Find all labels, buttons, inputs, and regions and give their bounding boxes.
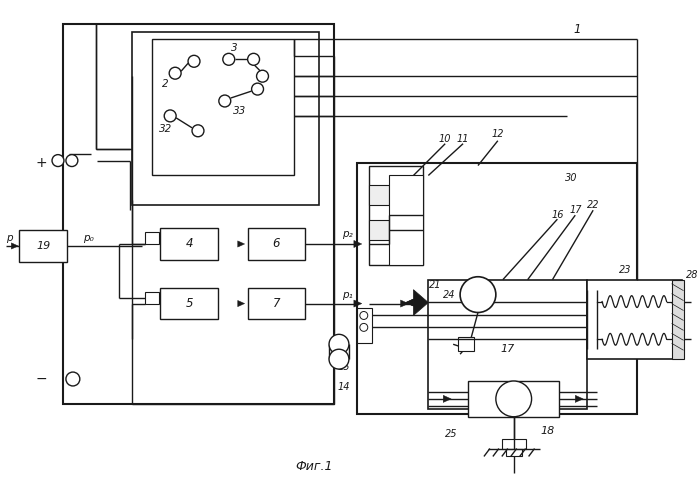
Circle shape (252, 83, 264, 95)
Text: 10: 10 (439, 134, 452, 144)
Bar (247, 228, 305, 260)
Bar (369, 185, 389, 205)
Bar (502, 439, 526, 449)
Text: 12: 12 (491, 129, 504, 139)
Bar (357, 163, 637, 414)
Text: 6: 6 (273, 238, 280, 251)
Text: −: − (35, 372, 47, 386)
Polygon shape (238, 300, 245, 307)
Polygon shape (238, 241, 245, 247)
Text: 25: 25 (445, 428, 457, 439)
Bar (160, 228, 218, 260)
Bar (587, 280, 682, 359)
Text: 11: 11 (457, 134, 469, 144)
Text: 21: 21 (429, 280, 442, 290)
Circle shape (360, 312, 368, 319)
Bar (20, 230, 67, 262)
Polygon shape (413, 290, 428, 315)
Circle shape (496, 381, 532, 417)
Circle shape (504, 389, 524, 409)
Polygon shape (354, 241, 362, 248)
Polygon shape (405, 299, 413, 306)
Bar (369, 166, 424, 265)
Text: 23: 23 (619, 265, 631, 275)
Text: 32: 32 (159, 124, 172, 134)
Text: 28: 28 (686, 270, 699, 280)
Circle shape (188, 56, 200, 67)
Bar (357, 308, 372, 343)
Bar (63, 24, 334, 404)
Circle shape (192, 125, 204, 137)
Text: 14: 14 (338, 382, 350, 392)
Text: 17: 17 (500, 344, 515, 354)
Text: p: p (6, 233, 13, 243)
Circle shape (460, 277, 496, 313)
Bar (160, 288, 218, 319)
Circle shape (66, 372, 80, 386)
Bar (468, 381, 559, 417)
Bar (506, 449, 521, 456)
Polygon shape (354, 300, 362, 307)
Circle shape (164, 110, 176, 122)
Text: 30: 30 (565, 173, 577, 184)
Circle shape (219, 95, 231, 107)
Circle shape (169, 67, 181, 79)
Text: p₂: p₂ (342, 229, 352, 239)
Circle shape (247, 53, 259, 65)
Circle shape (52, 155, 64, 167)
Text: 1: 1 (573, 23, 581, 36)
Text: 2: 2 (162, 79, 168, 89)
Text: +: + (35, 156, 47, 170)
Text: 22: 22 (587, 200, 600, 210)
Bar (369, 220, 389, 240)
Text: 18: 18 (540, 426, 554, 436)
Text: 3: 3 (231, 43, 238, 54)
Polygon shape (401, 300, 408, 307)
Bar (152, 40, 294, 175)
Circle shape (223, 53, 235, 65)
Circle shape (329, 334, 349, 354)
Text: 16: 16 (551, 210, 563, 220)
Text: 17: 17 (569, 205, 582, 215)
Polygon shape (11, 243, 18, 249)
Bar (389, 175, 424, 265)
Polygon shape (443, 395, 451, 402)
Text: 24: 24 (443, 290, 456, 299)
Circle shape (360, 324, 368, 331)
Bar (145, 292, 159, 303)
Polygon shape (405, 299, 413, 306)
Text: 33: 33 (233, 106, 246, 116)
Bar (145, 232, 159, 244)
Polygon shape (575, 395, 583, 402)
Circle shape (66, 155, 78, 167)
Text: 7: 7 (273, 297, 280, 310)
Text: 5: 5 (185, 297, 193, 310)
Circle shape (329, 349, 349, 369)
Text: p₁: p₁ (342, 290, 352, 299)
Text: 4: 4 (185, 238, 193, 251)
Bar (132, 31, 319, 205)
Text: p₀: p₀ (83, 233, 94, 243)
Bar (428, 280, 587, 409)
Bar (672, 280, 684, 359)
Text: Фиг.1: Фиг.1 (296, 460, 333, 473)
Circle shape (257, 70, 268, 82)
Text: 15: 15 (338, 362, 350, 372)
Bar (247, 288, 305, 319)
Bar (458, 337, 474, 351)
Text: 19: 19 (36, 241, 50, 251)
